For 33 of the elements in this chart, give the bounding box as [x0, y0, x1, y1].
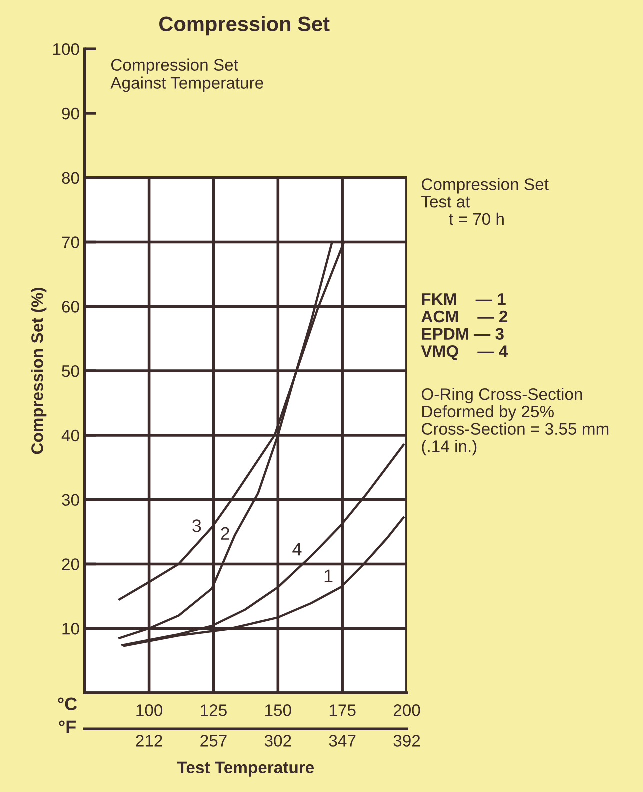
- series-label: 4: [292, 543, 302, 556]
- x-tick-label: 150: [266, 704, 292, 716]
- text: Compression Set Test at t = 70 h: [422, 178, 549, 226]
- text: FKM — 1 ACM — 2 EPDM — 3 VMQ — 4: [421, 294, 508, 360]
- y-tick-label: 80: [62, 172, 80, 184]
- text: Compression Set Against Temperature: [110, 58, 264, 92]
- x-tick-label: 175: [330, 704, 356, 716]
- y-tick-label: 50: [62, 365, 80, 378]
- x-tick-label: 200: [394, 704, 420, 716]
- y-tick-label: 100: [53, 44, 80, 56]
- x2-tick-label: 257: [200, 735, 227, 747]
- x2-tick-label: 347: [329, 735, 356, 747]
- y-tick-label: 20: [62, 558, 80, 570]
- text: O-Ring Cross-Section Deformed by 25% Cross-Section = 3.55 mm (.14 in.): [422, 388, 609, 456]
- y-tick-label: 40: [62, 430, 80, 442]
- y-tick-label: 60: [62, 301, 80, 313]
- text: °C: [58, 698, 78, 711]
- y-tick-label: 90: [62, 108, 80, 120]
- series-label: 3: [192, 520, 202, 532]
- y-tick-label: 70: [62, 236, 80, 248]
- x2-tick-label: 302: [264, 735, 292, 747]
- series-label: 1: [324, 570, 333, 582]
- x-axis-title: Test Temperature: [177, 762, 314, 777]
- text: °F: [59, 720, 76, 734]
- series-label: 2: [221, 527, 230, 540]
- y-axis-title: Compression Set (%): [31, 288, 47, 454]
- x-tick-label: 100: [136, 704, 163, 716]
- x2-tick-label: 392: [394, 735, 420, 747]
- chart-title: Compression Set: [160, 16, 330, 36]
- x2-tick-label: 212: [136, 735, 162, 747]
- y-tick-label: 30: [62, 494, 80, 506]
- x-tick-label: 125: [201, 704, 227, 716]
- y-tick-label: 10: [62, 623, 80, 635]
